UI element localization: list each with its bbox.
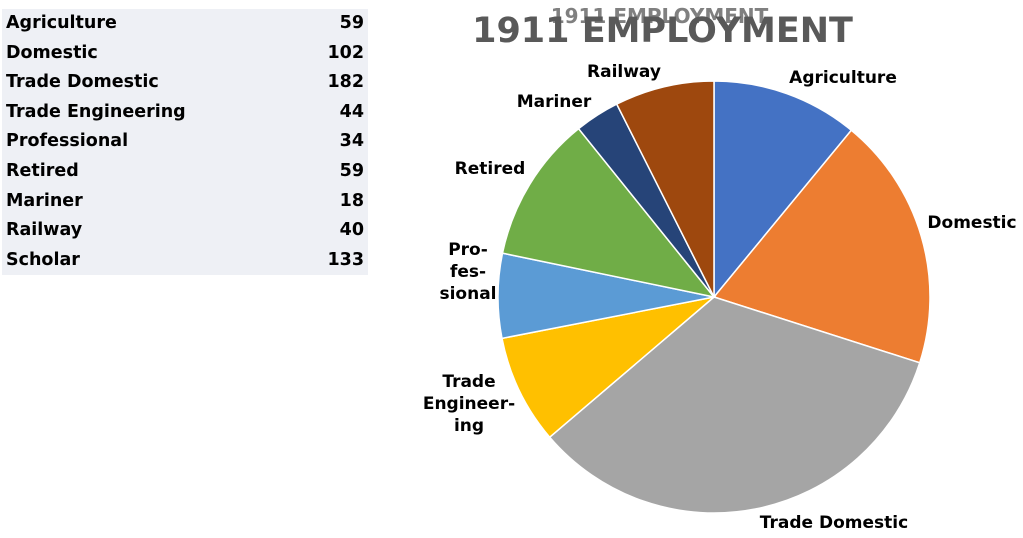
chart-title: 1911 EMPLOYMENT bbox=[472, 11, 853, 51]
table-body: Agriculture 59 Domestic 102 Trade Domestic 18… bbox=[2, 9, 368, 275]
slice-label-line: Trade Domestic bbox=[760, 513, 908, 533]
slice-label-retired: Retired bbox=[455, 159, 526, 179]
slice-label-line: sional bbox=[439, 284, 496, 304]
table-cell-value: 59 bbox=[339, 13, 364, 34]
pie-slice-agriculture bbox=[713, 80, 853, 300]
table-cell-label: Scholar bbox=[6, 249, 80, 270]
table-cell-value: 44 bbox=[339, 101, 364, 122]
table-cell-label: Retired bbox=[6, 161, 79, 182]
table-cell-label: Mariner bbox=[6, 190, 83, 211]
chart-title-overlap: 1911 EMPLOYMENT bbox=[550, 4, 769, 28]
table-cell-label: Domestic bbox=[6, 42, 98, 63]
slice-label-mariner: Mariner bbox=[517, 92, 592, 112]
table-row: Domestic 102 bbox=[2, 39, 368, 69]
table-row: Scholar 133 bbox=[2, 246, 368, 276]
pie-slice-retired bbox=[501, 127, 716, 299]
table-row: Railway 40 bbox=[2, 216, 368, 246]
table-cell-value: 102 bbox=[327, 42, 364, 63]
table-cell-value: 182 bbox=[327, 72, 364, 93]
table-row: Professional 34 bbox=[2, 127, 368, 157]
slice-label-line: fes- bbox=[450, 262, 486, 282]
slice-label-domestic: Domestic bbox=[927, 213, 1016, 233]
table-row: Trade Engineering 44 bbox=[2, 98, 368, 128]
slice-label-line: ing bbox=[454, 416, 484, 436]
pie-slice-trade-engineering bbox=[501, 295, 717, 439]
table-cell-value: 34 bbox=[339, 131, 364, 152]
pie-slice-domestic bbox=[712, 129, 931, 364]
slice-label-professional: Pro-fes-sional bbox=[439, 240, 496, 304]
table-cell-label: Professional bbox=[6, 131, 129, 152]
pie-slice-railway bbox=[615, 80, 715, 298]
table-row: Agriculture 59 bbox=[2, 9, 368, 39]
slice-label-trade-domestic: Trade Domestic bbox=[760, 513, 908, 533]
slice-label-trade-engineering: Trade Engineer-ing bbox=[423, 372, 515, 436]
table-row: Trade Domestic 182 bbox=[2, 68, 368, 98]
pie-slices bbox=[497, 80, 931, 514]
slice-label-line: Agriculture bbox=[789, 68, 897, 88]
slice-label-line: Trade bbox=[442, 372, 495, 392]
pie-slice-trade-domestic bbox=[548, 296, 921, 514]
table-cell-value: 40 bbox=[339, 220, 364, 241]
slice-label-line: Railway bbox=[587, 62, 661, 82]
table-row: Mariner 18 bbox=[2, 187, 368, 217]
slice-label-line: Mariner bbox=[517, 92, 592, 112]
slice-label-line: Engineer- bbox=[423, 394, 515, 414]
slice-label-railway: Railway bbox=[587, 62, 661, 82]
table-cell-label: Trade Engineering bbox=[6, 101, 186, 122]
table-cell-label: Agriculture bbox=[6, 13, 117, 34]
data-table: Agriculture 59 Domestic 102 Trade Domestic 18… bbox=[2, 9, 368, 276]
table-row: Retired 59 bbox=[2, 157, 368, 187]
table-cell-value: 59 bbox=[339, 161, 364, 182]
slice-label-line: Domestic bbox=[927, 213, 1016, 233]
table-cell-value: 18 bbox=[339, 190, 364, 211]
table-cell-value: 133 bbox=[327, 249, 364, 270]
table-cell-label: Trade Domestic bbox=[6, 72, 159, 93]
slice-label-line: Retired bbox=[455, 159, 526, 179]
slice-label-line: Pro- bbox=[448, 240, 488, 260]
table-cell-label: Railway bbox=[6, 220, 83, 241]
pie-labels: Agriculture Domestic Trade Domestic Trade En… bbox=[423, 62, 1017, 533]
slice-label-agriculture: Agriculture bbox=[789, 68, 897, 88]
